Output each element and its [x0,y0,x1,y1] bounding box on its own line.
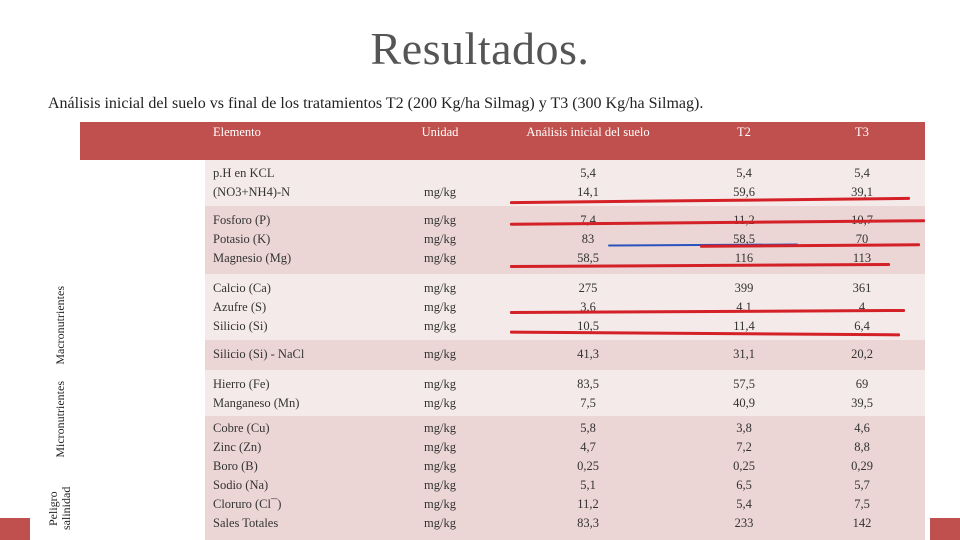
results-table: Macronutrientes Micronutrientes Peligro … [40,122,926,540]
row-t3: 361 4 6,4 [852,281,872,333]
row-t2: 31,1 [733,347,755,361]
row-element: Hierro (Fe) Manganeso (Mn) [213,377,300,410]
table-row: p.H en KCL (NO3+NH4)-N mg/kg 5,4 14,1 5,4 5… [205,160,925,206]
row-t3: 4,6 8,8 0,29 5,7 7,5 142 [851,421,873,530]
header-initial: Análisis inicial del suelo [526,125,650,139]
row-initial: 41,3 [577,347,599,361]
row-initial: 7,4 83 58,5 [577,213,599,265]
group-salinity: Peligro salinidad [40,477,80,540]
group-micronutrients: Micronutrientes [40,372,80,467]
header-unit: Unidad [421,125,459,139]
row-t2: 399 4,1 11,4 [733,281,755,333]
row-initial: 275 3,6 10,5 [577,281,599,333]
slide-subtitle: Análisis inicial del suelo vs final de l… [48,95,704,112]
table-header: Elemento Unidad Análisis inicial del sue… [205,122,925,160]
row-initial: 5,8 4,7 0,25 5,1 11,2 83,3 [577,421,599,530]
row-t2: 3,8 7,2 0,25 6,5 5,4 233 [733,421,755,530]
row-element: Calcio (Ca) Azufre (S) Silicio (Si) [213,281,271,333]
accent-bar-left [0,518,30,540]
row-t2: 5,4 59,6 [733,166,755,199]
table-row: Cobre (Cu) Zinc (Zn) Boro (B) Sodio (Na) Clo… [205,416,925,540]
row-unit: mg/kg [424,347,456,361]
row-unit: mg/kg mg/kg mg/kg mg/kg mg/kg mg/kg [424,421,456,530]
table-row: Calcio (Ca) Azufre (S) Silicio (Si) mg/kg m… [205,274,925,340]
row-unit: mg/kg mg/kg mg/kg [424,213,456,265]
header-t2: T2 [737,125,751,139]
row-initial: 83,5 7,5 [577,377,599,410]
row-unit: mg/kg mg/kg mg/kg [424,281,456,333]
table-row: Silicio (Si) - NaCl mg/kg 41,3 31,1 20,2 [205,340,925,370]
row-element: Silicio (Si) - NaCl [213,347,305,361]
group-label-salinity: Peligro salinidad [46,486,73,531]
table-row: Hierro (Fe) Manganeso (Mn) mg/kg mg/kg 83,… [205,370,925,416]
row-unit: mg/kg [424,185,456,199]
row-t3: 20,2 [851,347,873,361]
group-label-micro: Micronutrientes [52,381,67,458]
slide-title: Resultados. [370,23,590,74]
row-initial: 5,4 14,1 [577,166,599,199]
row-t3: 69 39,5 [851,377,873,410]
header-left-block [80,122,205,160]
accent-bar-right [930,518,960,540]
group-label-macro: Macronutrientes [52,285,67,365]
row-t2: 57,5 40,9 [733,377,755,410]
header-element: Elemento [213,125,261,139]
row-element: p.H en KCL (NO3+NH4)-N [213,166,291,199]
row-t3: 5,4 39,1 [851,166,873,199]
header-t3: T3 [855,125,869,139]
row-element: Fosforo (P) Potasio (K) Magnesio (Mg) [213,213,292,265]
row-element: Cobre (Cu) Zinc (Zn) Boro (B) Sodio (Na) Clo… [213,421,282,530]
row-unit: mg/kg mg/kg [424,377,456,410]
table-row: Fosforo (P) Potasio (K) Magnesio (Mg) mg/k… [205,206,925,274]
